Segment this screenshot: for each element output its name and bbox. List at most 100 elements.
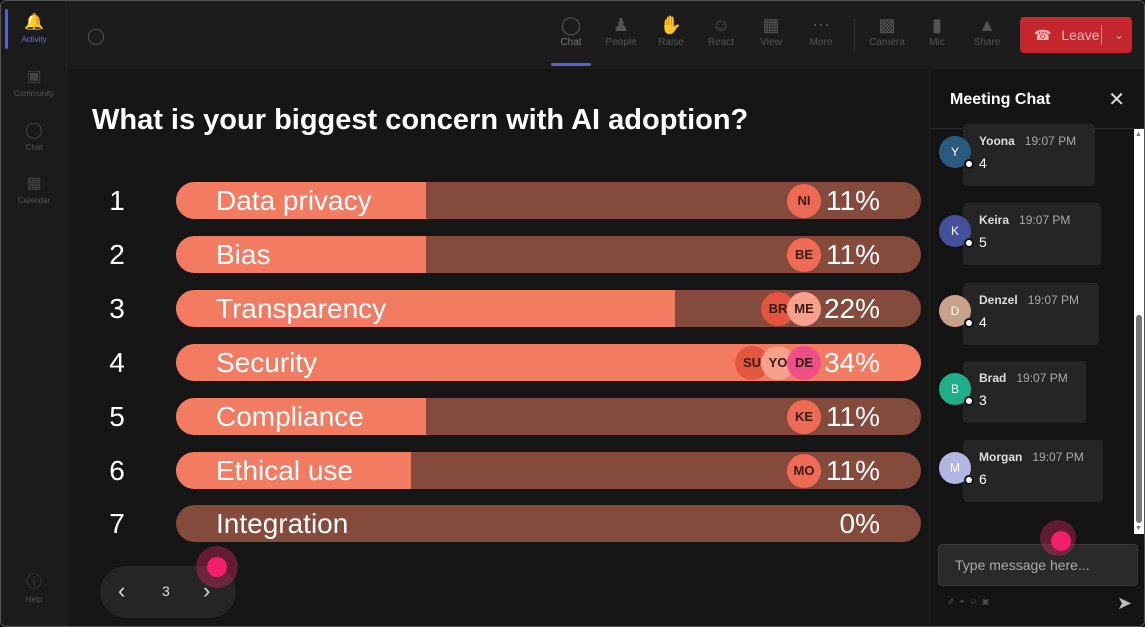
- avatar-initial: D: [950, 304, 960, 318]
- chevron-right-icon[interactable]: ›: [203, 578, 211, 603]
- bell-icon: 🔔: [24, 14, 44, 31]
- page-number: 3: [162, 583, 170, 599]
- raise-hand-icon: ✋: [659, 15, 683, 35]
- chevron-down-icon[interactable]: ⌄: [1113, 28, 1124, 42]
- option-label: Transparency: [216, 293, 387, 324]
- avatar[interactable]: D: [939, 295, 974, 328]
- scroll-down-icon[interactable]: ▼: [1135, 525, 1142, 532]
- sender-name: Yoona: [979, 134, 1015, 148]
- toolbar-chat-button[interactable]: ◯ Chat: [547, 13, 595, 66]
- chat-icon: ◯: [25, 122, 43, 139]
- toolbar-people-button[interactable]: ♟ People: [597, 13, 645, 48]
- attach-icon[interactable]: ⚭: [958, 597, 970, 606]
- meeting-toolbar: ◯ ◯ Chat ♟ People ✋ Raise ☺ React ▦ View…: [67, 1, 1144, 69]
- chat-message-input[interactable]: Type message here...: [938, 544, 1138, 586]
- message-time: 19:07 PM: [1016, 371, 1068, 385]
- camera-icon: ▩: [878, 15, 896, 35]
- app-rail: 🔔 Activity ▣ Community ◯ Chat ▦ Calendar…: [1, 1, 67, 626]
- option-bar: [176, 505, 921, 542]
- option-rank: 5: [109, 401, 125, 432]
- rail-item-chat[interactable]: ◯ Chat: [25, 122, 43, 152]
- message-time: 19:07 PM: [1032, 450, 1084, 464]
- option-bar-fill: [176, 182, 426, 219]
- toolbar-view-button[interactable]: ▦ View: [747, 13, 795, 48]
- message-bubble: Keira 19:07 PM 5: [963, 203, 1101, 265]
- chevron-left-icon[interactable]: ‹: [118, 578, 126, 603]
- presence-dot: [964, 159, 974, 169]
- presence-dot: [964, 396, 974, 406]
- option-percent: 11%: [826, 401, 880, 432]
- message-bubble: Denzel 19:07 PM 4: [963, 283, 1099, 345]
- option-percent: 11%: [826, 455, 880, 486]
- poll-option-row: 4 Security SU YO DE 34%: [67, 344, 929, 382]
- option-label: Data privacy: [216, 185, 372, 216]
- shield-icon: ◯: [87, 28, 105, 45]
- poll-results: What is your biggest concern with AI ado…: [67, 69, 929, 626]
- close-icon[interactable]: ✕: [1108, 89, 1125, 111]
- toolbar-more-button[interactable]: ⋯ More: [797, 13, 845, 48]
- scroll-up-icon[interactable]: ▲: [1135, 131, 1142, 138]
- avatar[interactable]: K: [939, 215, 974, 248]
- option-rank: 2: [109, 239, 125, 270]
- phone-hangup-icon: ☎: [1034, 27, 1052, 43]
- chat-title: Meeting Chat: [950, 91, 1051, 108]
- sender-name: Keira: [979, 213, 1010, 227]
- avatar-initial: B: [950, 382, 959, 396]
- voter-avatar: BE: [787, 238, 821, 272]
- avatar-initial: Y: [950, 145, 959, 159]
- option-percent: 11%: [826, 185, 880, 216]
- message-bubble: Morgan 19:07 PM 6: [963, 440, 1103, 502]
- community-icon: ▣: [26, 68, 42, 85]
- toolbar-mic-button[interactable]: ▮ Mic: [913, 13, 961, 48]
- scrollbar-thumb[interactable]: [1136, 315, 1142, 523]
- toolbar-camera-button[interactable]: ▩ Camera: [863, 13, 911, 48]
- sender-name: Brad: [979, 371, 1007, 385]
- rail-item-help[interactable]: ⓘ Help: [25, 574, 43, 604]
- rail-item-community[interactable]: ▣ Community: [13, 68, 55, 98]
- option-percent: 11%: [826, 239, 880, 270]
- option-bar-fill: [176, 398, 426, 435]
- sender-name: Morgan: [979, 450, 1023, 464]
- people-icon: ♟: [612, 15, 630, 35]
- voter-avatar: KE: [787, 400, 821, 434]
- chat-scrollbar[interactable]: ▲ ▼: [1134, 129, 1144, 534]
- avatar[interactable]: Y: [939, 136, 974, 169]
- send-icon[interactable]: ➤: [1116, 593, 1132, 613]
- rail-item-calendar[interactable]: ▦ Calendar: [17, 175, 51, 205]
- voter-avatar: ME: [787, 292, 821, 326]
- voter-avatar: NI: [787, 184, 821, 218]
- chat-header: Meeting Chat ✕: [930, 69, 1144, 129]
- presence-dot: [964, 318, 974, 328]
- toolbar-share-button[interactable]: ▲ Share: [963, 13, 1011, 48]
- avatar[interactable]: B: [939, 373, 974, 406]
- format-icon[interactable]: ✐: [948, 597, 959, 606]
- compose-tools[interactable]: ✐⚭☺▣: [948, 597, 993, 606]
- poll-option-row: 6 Ethical use MO 11%: [67, 452, 929, 490]
- toolbar-react-button[interactable]: ☺ React: [697, 13, 745, 48]
- toolbar-raise-button[interactable]: ✋ Raise: [647, 13, 695, 48]
- sender-name: Denzel: [979, 293, 1018, 307]
- option-label: Compliance: [216, 401, 364, 432]
- gif-icon[interactable]: ▣: [981, 597, 994, 606]
- poll-option-row: 2 Bias BE 11%: [67, 236, 929, 274]
- avatar-initial: M: [950, 461, 960, 475]
- emoji-icon[interactable]: ☺: [969, 597, 982, 606]
- meeting-chat-panel: Meeting Chat ✕ Yoona 19:07 PM 4 Y Keira 19:07…: [929, 69, 1144, 626]
- option-rank: 3: [109, 293, 125, 324]
- rail-item-activity[interactable]: 🔔 Activity: [21, 14, 47, 44]
- mic-icon: ▮: [932, 15, 942, 35]
- presence-dot: [964, 238, 974, 248]
- option-percent: 0%: [839, 508, 880, 539]
- avatar[interactable]: M: [939, 452, 974, 485]
- option-rank: 7: [109, 508, 125, 539]
- calendar-icon: ▦: [26, 175, 42, 192]
- poll-option-row: 1 Data privacy NI 11%: [67, 182, 929, 220]
- leave-button[interactable]: ☎ Leave ⌄: [1020, 17, 1132, 53]
- option-label: Integration: [216, 508, 349, 539]
- option-label: Bias: [216, 239, 271, 270]
- option-bar-fill: [176, 290, 676, 327]
- help-icon: ⓘ: [25, 574, 42, 591]
- poll-option-row: 3 Transparency BR ME 22%: [67, 290, 929, 328]
- leave-divider: [1101, 25, 1102, 45]
